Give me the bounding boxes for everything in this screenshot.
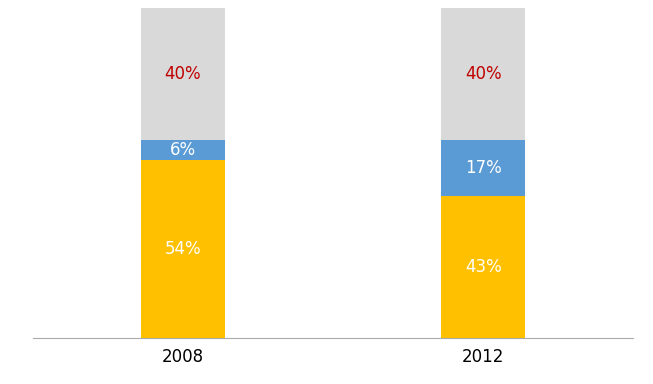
Bar xyxy=(441,140,525,196)
Text: 40%: 40% xyxy=(465,65,502,83)
Bar xyxy=(441,8,525,140)
Text: 43%: 43% xyxy=(465,258,502,276)
Bar xyxy=(141,140,225,160)
Text: 40%: 40% xyxy=(165,65,201,83)
Bar xyxy=(141,8,225,140)
Text: 6%: 6% xyxy=(170,141,196,159)
Bar xyxy=(441,196,525,338)
Text: 54%: 54% xyxy=(165,240,201,258)
Bar xyxy=(141,160,225,338)
Text: 17%: 17% xyxy=(465,159,502,177)
